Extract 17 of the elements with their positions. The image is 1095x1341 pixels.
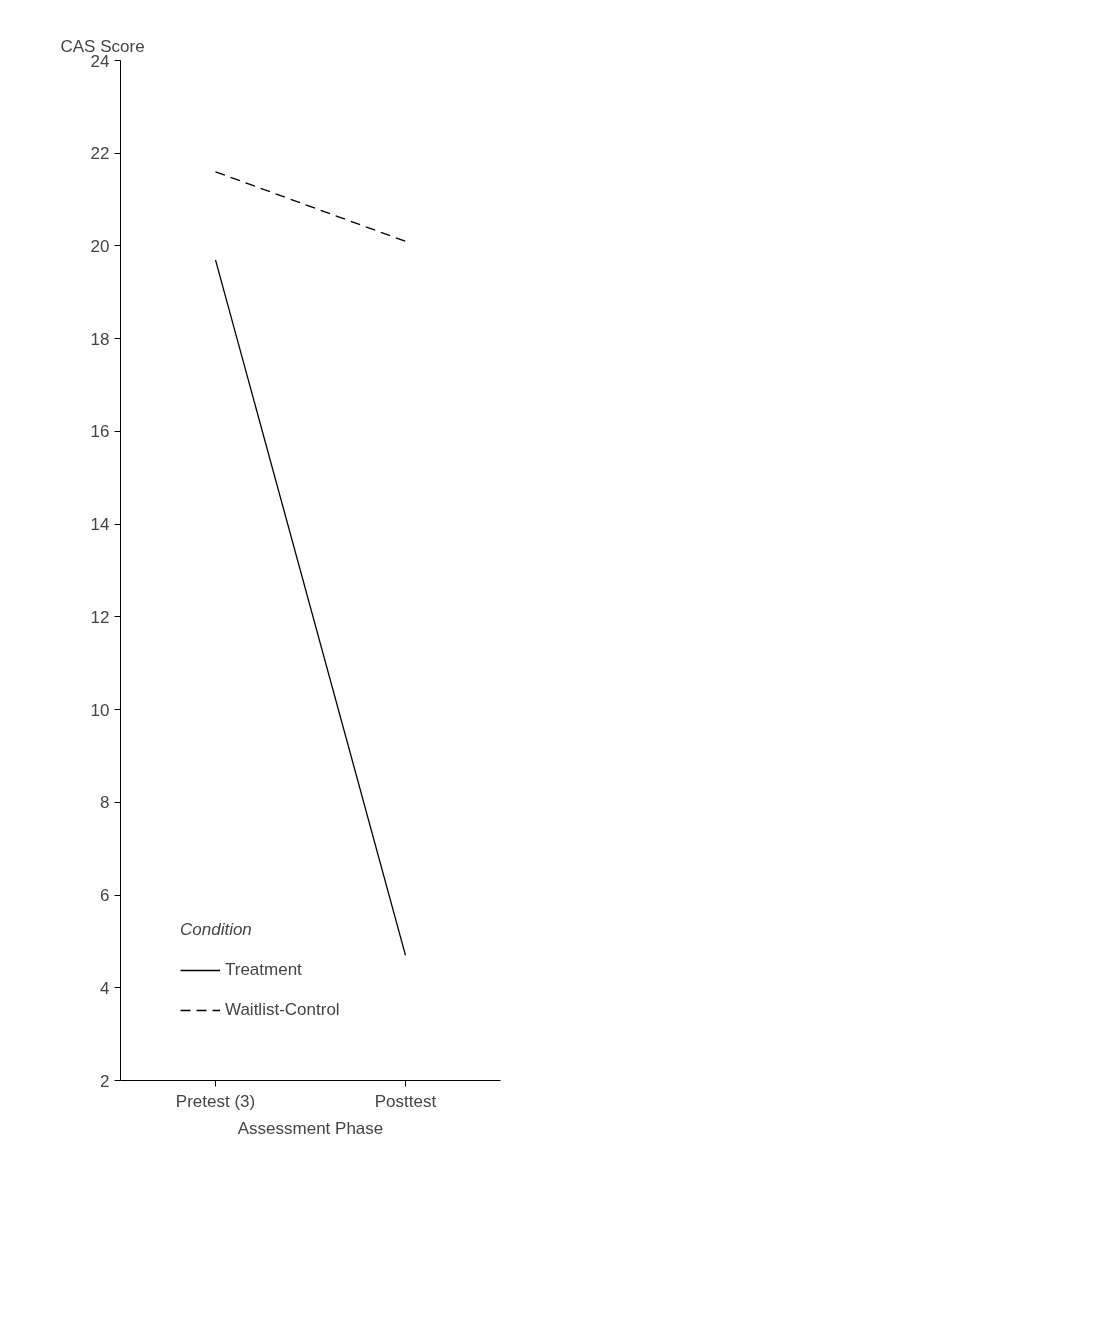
x-axis-title: Assessment Phase — [237, 1118, 384, 1138]
legend-label: Waitlist-Control — [225, 1000, 340, 1020]
legend-label: Treatment — [225, 960, 302, 980]
y-tick-label: 4 — [100, 978, 110, 998]
legend-title: Condition — [180, 920, 253, 940]
y-tick-label: 16 — [90, 422, 110, 442]
y-tick-label: 14 — [90, 515, 110, 535]
x-tick-label: Posttest — [374, 1091, 437, 1111]
y-tick-label: 20 — [90, 236, 110, 256]
y-tick-label: 2 — [100, 1071, 110, 1091]
y-tick-label: 8 — [100, 793, 110, 813]
y-tick-label: 10 — [90, 700, 110, 720]
x-tick-label: Pretest (3) — [175, 1091, 256, 1111]
y-tick-label: 12 — [90, 607, 110, 627]
y-tick-label: 22 — [90, 144, 110, 164]
y-tick-label: 6 — [100, 886, 110, 906]
y-tick-label: 18 — [90, 329, 110, 349]
